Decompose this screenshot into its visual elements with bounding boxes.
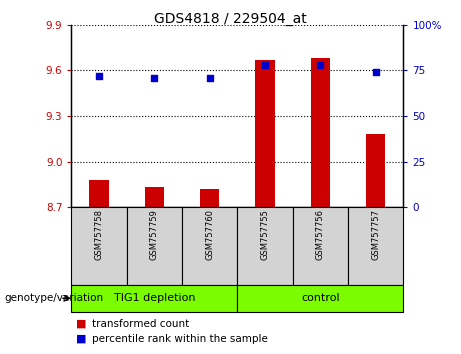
Text: ■: ■ xyxy=(76,319,87,329)
Bar xyxy=(145,187,164,207)
Text: control: control xyxy=(301,293,340,303)
Bar xyxy=(200,189,219,207)
Text: transformed count: transformed count xyxy=(92,319,189,329)
Text: GSM757760: GSM757760 xyxy=(205,210,214,261)
Bar xyxy=(71,207,127,285)
Point xyxy=(151,75,158,80)
Text: GSM757756: GSM757756 xyxy=(316,210,325,261)
Text: genotype/variation: genotype/variation xyxy=(5,293,104,303)
Point xyxy=(261,62,269,68)
Bar xyxy=(89,180,109,207)
Bar xyxy=(293,207,348,285)
Text: percentile rank within the sample: percentile rank within the sample xyxy=(92,334,268,344)
Bar xyxy=(366,134,385,207)
Point xyxy=(206,75,213,80)
Point xyxy=(95,73,103,79)
Bar xyxy=(71,285,237,312)
Bar xyxy=(127,207,182,285)
Text: GSM757759: GSM757759 xyxy=(150,210,159,260)
Text: GSM757755: GSM757755 xyxy=(260,210,270,260)
Bar xyxy=(255,60,275,207)
Bar xyxy=(311,58,330,207)
Bar xyxy=(237,207,293,285)
Text: GSM757758: GSM757758 xyxy=(95,210,104,261)
Text: GDS4818 / 229504_at: GDS4818 / 229504_at xyxy=(154,12,307,27)
Point xyxy=(372,69,379,75)
Text: ■: ■ xyxy=(76,334,87,344)
Point xyxy=(317,62,324,68)
Bar xyxy=(237,285,403,312)
Bar xyxy=(348,207,403,285)
Text: GSM757757: GSM757757 xyxy=(371,210,380,261)
Bar xyxy=(182,207,237,285)
Text: TIG1 depletion: TIG1 depletion xyxy=(114,293,195,303)
